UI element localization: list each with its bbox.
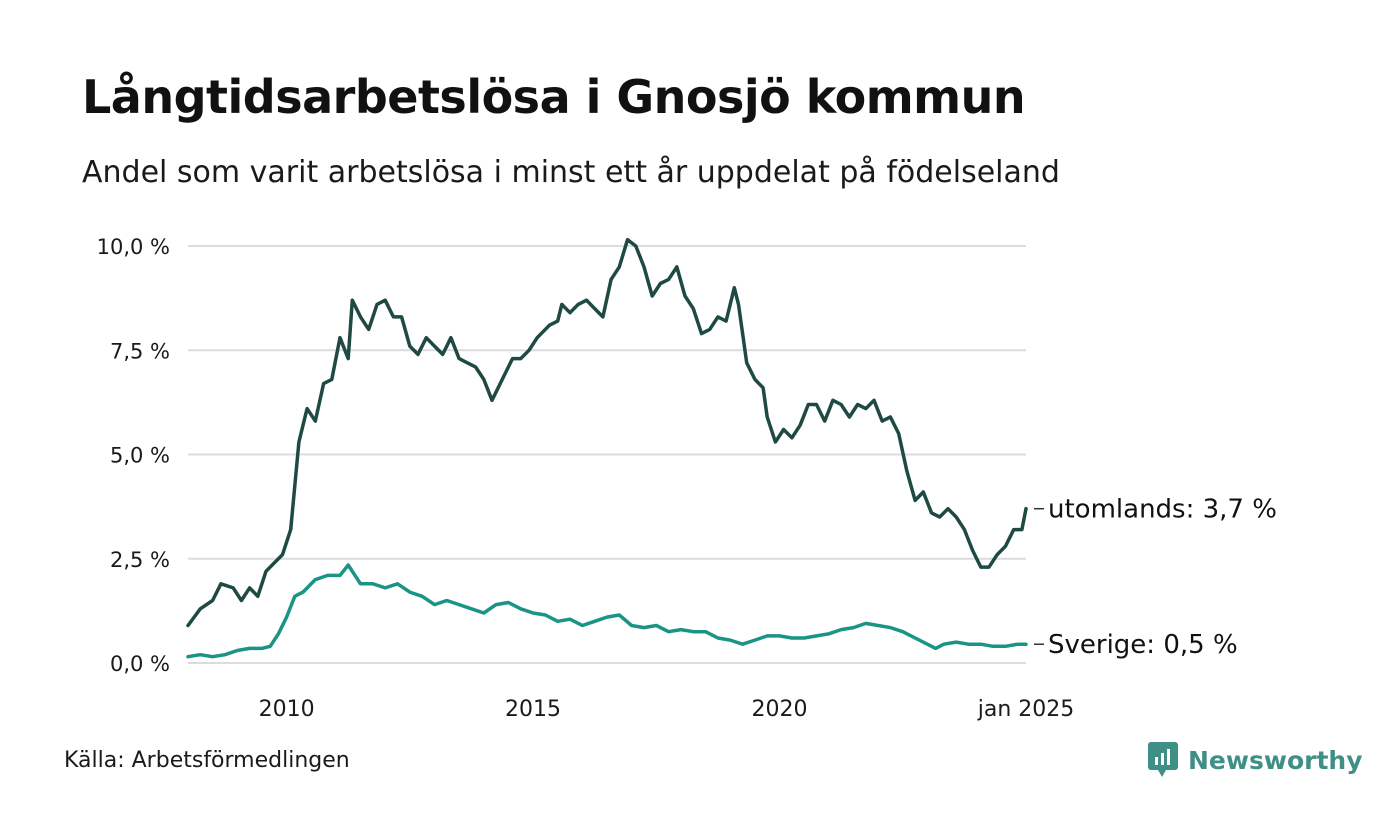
- series-lines: [186, 237, 1028, 659]
- y-axis-ticks: 0,0 % 2,5 % 5,0 % 7,5 % 10,0 %: [97, 235, 170, 676]
- brand-logo[interactable]: Newsworthy: [1148, 742, 1363, 778]
- x-axis-ticks: 2010 2015 2020 jan 2025: [259, 697, 1075, 722]
- x-tick-label: 2020: [752, 697, 808, 722]
- y-tick-label: 0,0 %: [110, 652, 170, 676]
- gridlines: [188, 245, 1026, 664]
- series-line-utomlands: [186, 237, 1028, 628]
- end-label-sverige: Sverige: 0,5 %: [1048, 630, 1238, 660]
- end-label-utomlands: utomlands: 3,7 %: [1048, 495, 1277, 525]
- y-tick-label: 7,5 %: [110, 339, 170, 363]
- x-tick-label: 2015: [505, 697, 561, 722]
- x-tick-label: jan 2025: [977, 697, 1075, 722]
- newsworthy-logo-icon: [1148, 742, 1178, 777]
- series-line-sverige: [186, 563, 1028, 659]
- source-note: Källa: Arbetsförmedlingen: [64, 748, 350, 773]
- series-end-labels: utomlands: 3,7 % Sverige: 0,5 %: [1034, 495, 1277, 660]
- brand-name: Newsworthy: [1188, 745, 1363, 775]
- x-tick-label: 2010: [259, 697, 315, 722]
- chart-subtitle: Andel som varit arbetslösa i minst ett å…: [82, 155, 1060, 190]
- y-tick-label: 2,5 %: [110, 548, 170, 572]
- y-tick-label: 5,0 %: [110, 444, 170, 468]
- y-tick-label: 10,0 %: [97, 235, 170, 259]
- chart-title: Långtidsarbetslösa i Gnosjö kommun: [82, 70, 1026, 124]
